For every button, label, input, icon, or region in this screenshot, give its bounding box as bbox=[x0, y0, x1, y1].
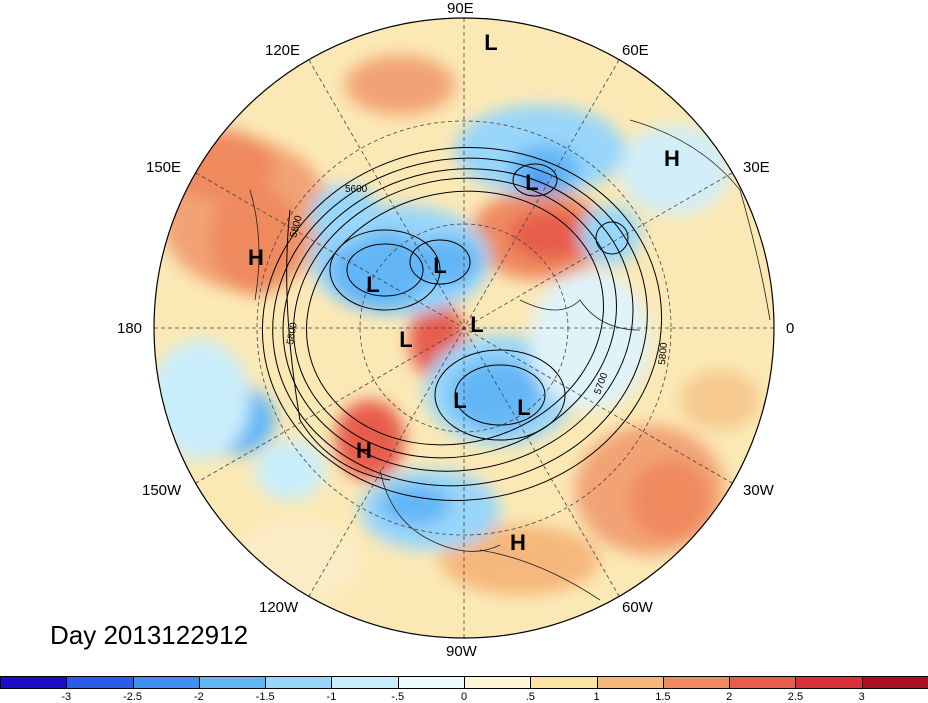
colorbar-segment bbox=[662, 677, 730, 688]
coastlines bbox=[249, 119, 771, 601]
pressure-center-low: L bbox=[399, 327, 412, 352]
lon-label-150e: 150E bbox=[146, 159, 182, 176]
colorbar-tick-label: 3 bbox=[858, 691, 865, 703]
lon-label-60e: 60E bbox=[622, 42, 649, 59]
pressure-center-low: L bbox=[366, 272, 379, 297]
colorbar bbox=[0, 676, 928, 689]
pressure-center-low: L bbox=[433, 253, 446, 278]
pressure-center-low: L bbox=[517, 395, 530, 420]
map-boundary bbox=[153, 17, 775, 639]
colorbar-segment bbox=[66, 677, 133, 688]
lon-label-150w: 150W bbox=[142, 482, 182, 499]
colorbar-segment bbox=[198, 677, 266, 688]
colorbar-tick-label: 2.5 bbox=[787, 691, 804, 703]
colorbar-tick-label: -2.5 bbox=[123, 691, 143, 703]
colorbar-segment bbox=[530, 677, 597, 688]
lon-label-90e: 90E bbox=[447, 0, 474, 17]
colorbar-segment bbox=[331, 677, 398, 688]
pressure-center-low: L bbox=[453, 388, 466, 413]
colorbar-segment bbox=[861, 677, 928, 688]
colorbar-tick-label: -1.5 bbox=[255, 691, 275, 703]
colorbar-tick-label: .5 bbox=[525, 691, 535, 703]
height-contours bbox=[261, 147, 663, 501]
lon-label-30e: 30E bbox=[743, 159, 770, 176]
polar-map: 5600 5800 5800 5700 5800 L L H L L H L L… bbox=[153, 17, 775, 639]
colorbar-segment bbox=[265, 677, 332, 688]
day-label: Day 2013122912 bbox=[50, 620, 249, 650]
colorbar-segment bbox=[596, 677, 663, 688]
colorbar-segment bbox=[795, 677, 862, 688]
colorbar-tick-label: 0 bbox=[460, 691, 468, 703]
lon-label-180: 180 bbox=[117, 320, 143, 337]
lon-label-0: 0 bbox=[786, 320, 795, 337]
colorbar-tick-label: 1 bbox=[593, 691, 600, 703]
colorbar-tick-label: -3 bbox=[61, 691, 72, 703]
colorbar-segment bbox=[0, 677, 67, 688]
colorbar-segment bbox=[397, 677, 464, 688]
contour-label: 5600 bbox=[345, 184, 368, 195]
colorbar-segment bbox=[729, 677, 796, 688]
pressure-center-low: L bbox=[525, 170, 538, 195]
contour-label: 5800 bbox=[285, 321, 300, 345]
contour-label: 5800 bbox=[657, 342, 670, 366]
lon-label-30w: 30W bbox=[743, 482, 774, 499]
pressure-center-high: H bbox=[248, 245, 264, 270]
colorbar-tick-label: -.5 bbox=[391, 691, 405, 703]
colorbar-segment bbox=[463, 677, 531, 688]
lon-label-120w: 120W bbox=[259, 599, 299, 616]
graticule bbox=[154, 18, 774, 638]
lon-label-60w: 60W bbox=[622, 599, 653, 616]
pressure-center-low: L bbox=[470, 312, 483, 337]
colorbar-tick-label: -1 bbox=[326, 691, 337, 703]
colorbar-tick-label: 1.5 bbox=[655, 691, 671, 703]
colorbar-tick-label: -2 bbox=[193, 691, 204, 703]
lon-label-90w: 90W bbox=[446, 643, 477, 660]
colorbar-tick-label: 2 bbox=[726, 691, 733, 703]
colorbar-segment bbox=[132, 677, 199, 688]
lon-label-120e: 120E bbox=[265, 42, 301, 59]
pressure-center-low: L bbox=[484, 30, 497, 55]
pressure-center-high: H bbox=[664, 146, 680, 171]
pressure-center-high: H bbox=[510, 530, 526, 555]
pressure-center-high: H bbox=[356, 438, 372, 463]
